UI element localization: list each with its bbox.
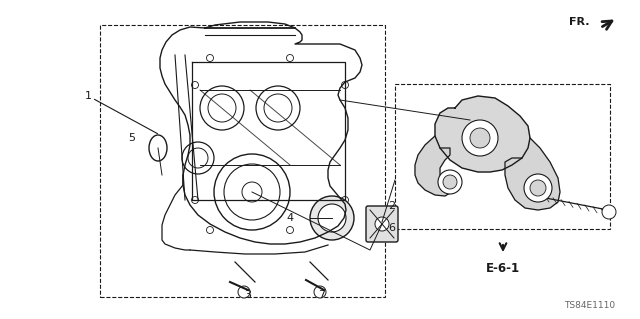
Circle shape <box>182 142 214 174</box>
Text: 4: 4 <box>287 213 294 223</box>
Circle shape <box>318 204 346 232</box>
Bar <box>395 84 610 229</box>
Circle shape <box>188 148 208 168</box>
Circle shape <box>214 154 290 230</box>
Circle shape <box>207 226 214 234</box>
FancyBboxPatch shape <box>366 206 398 242</box>
Bar <box>100 25 385 297</box>
Text: E-6-1: E-6-1 <box>486 262 520 275</box>
Circle shape <box>191 197 198 204</box>
Circle shape <box>438 170 462 194</box>
Text: 6: 6 <box>388 223 396 233</box>
Circle shape <box>462 120 498 156</box>
Text: 5: 5 <box>129 133 136 143</box>
Text: FR.: FR. <box>570 17 590 27</box>
Circle shape <box>207 55 214 62</box>
Circle shape <box>256 86 300 130</box>
Circle shape <box>443 175 457 189</box>
Polygon shape <box>435 96 530 172</box>
Circle shape <box>530 180 546 196</box>
Text: 3: 3 <box>244 290 252 300</box>
Circle shape <box>342 81 349 88</box>
Circle shape <box>470 104 486 120</box>
Text: 1: 1 <box>84 91 92 101</box>
Circle shape <box>200 86 244 130</box>
Circle shape <box>470 128 490 148</box>
Circle shape <box>191 81 198 88</box>
Circle shape <box>224 164 280 220</box>
Polygon shape <box>415 136 452 196</box>
Circle shape <box>287 226 294 234</box>
Polygon shape <box>505 138 560 210</box>
Circle shape <box>524 174 552 202</box>
Circle shape <box>375 217 389 231</box>
Circle shape <box>242 182 262 202</box>
Circle shape <box>342 197 349 204</box>
Circle shape <box>314 286 326 298</box>
Text: 2: 2 <box>388 201 396 211</box>
Text: 7: 7 <box>319 290 326 300</box>
Circle shape <box>264 94 292 122</box>
Circle shape <box>287 55 294 62</box>
Text: TS84E1110: TS84E1110 <box>564 301 616 310</box>
Circle shape <box>464 98 492 126</box>
Circle shape <box>208 94 236 122</box>
Circle shape <box>310 196 354 240</box>
Circle shape <box>238 286 250 298</box>
Circle shape <box>602 205 616 219</box>
